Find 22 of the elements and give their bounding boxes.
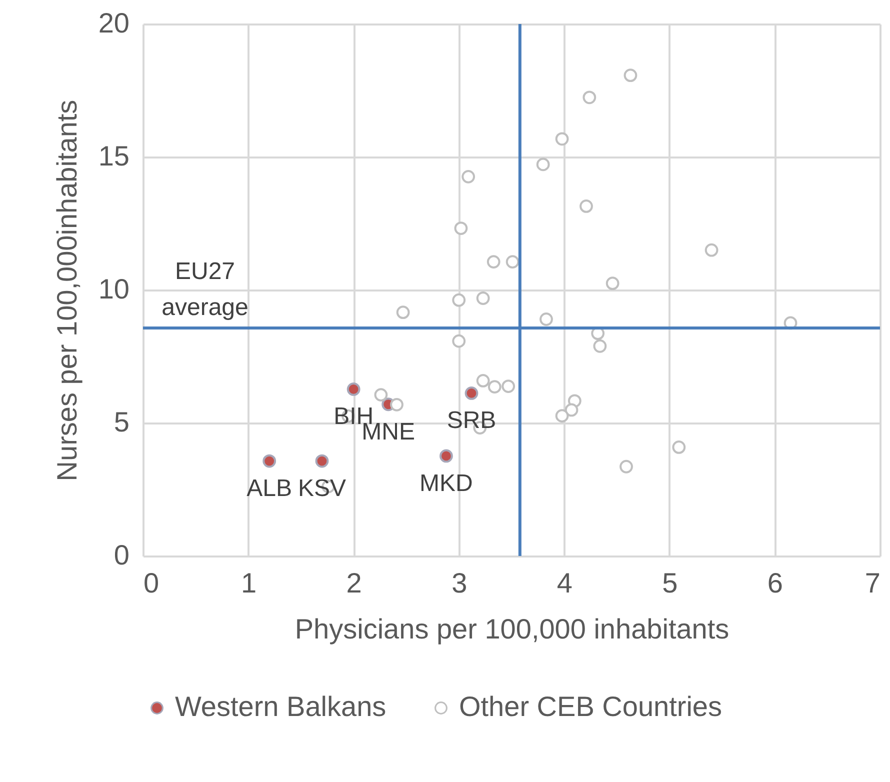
x-tick-label: 2 [346, 568, 362, 598]
x-tick-label: 1 [240, 568, 257, 598]
x-tick-label: 4 [556, 568, 572, 598]
y-tick-label: 10 [98, 274, 130, 304]
x-axis-title: Physicians per 100,000 inhabitants [294, 614, 730, 644]
annotation: MKD [420, 470, 473, 497]
ref-line-label: EU27 average [162, 258, 248, 322]
annotation: KSV [298, 475, 346, 502]
legend-label: Western Balkans [175, 691, 386, 722]
x-tick-label: 5 [662, 568, 678, 598]
x-tick-label: 3 [452, 568, 468, 598]
y-axis-title: Nurses per 100,000inhabitants [51, 100, 82, 482]
y-tick-label: 20 [98, 8, 130, 38]
x-tick-label: 6 [767, 568, 784, 598]
annotation: ALB [246, 475, 292, 502]
y-tick-label: 0 [114, 540, 130, 570]
annotation: SRB [446, 407, 496, 434]
legend-label: Other CEB Countries [459, 691, 722, 722]
x-tick-label: 7 [864, 568, 880, 598]
y-tick-label: 15 [98, 140, 130, 172]
x-tick-label: 0 [144, 568, 160, 598]
y-tick-label: 5 [114, 406, 130, 438]
